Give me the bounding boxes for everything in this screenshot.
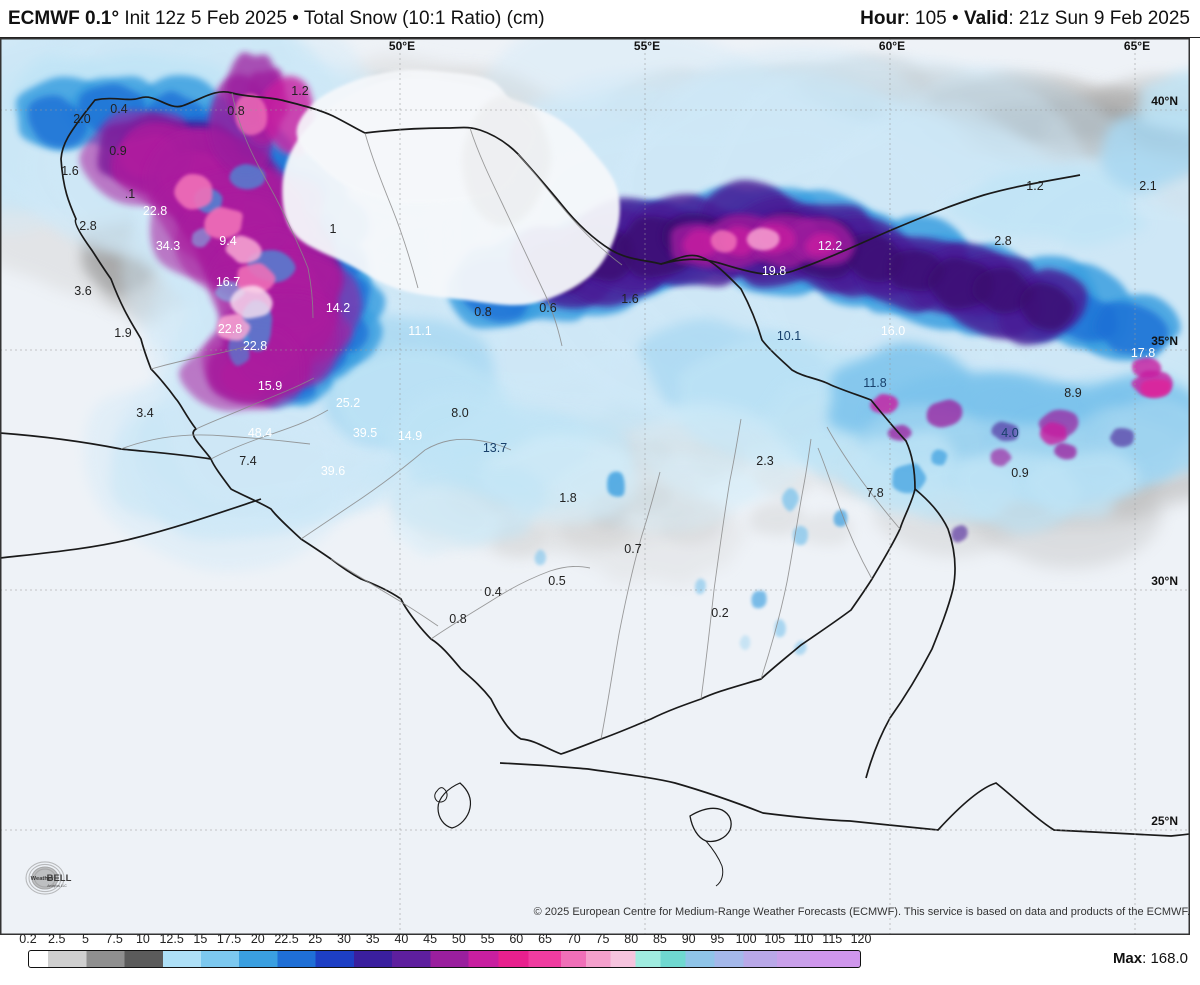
svg-text:55°E: 55°E bbox=[634, 39, 660, 53]
svg-text:35°N: 35°N bbox=[1151, 334, 1178, 348]
svg-text:50°E: 50°E bbox=[389, 39, 415, 53]
svg-text:Analytics LLC: Analytics LLC bbox=[47, 884, 67, 888]
svg-text:65°E: 65°E bbox=[1124, 39, 1150, 53]
svg-text:40°N: 40°N bbox=[1151, 94, 1178, 108]
svg-text:25°N: 25°N bbox=[1151, 814, 1178, 828]
svg-text:Weather: Weather bbox=[31, 876, 55, 882]
svg-text:60°E: 60°E bbox=[879, 39, 905, 53]
svg-text:30°N: 30°N bbox=[1151, 574, 1178, 588]
